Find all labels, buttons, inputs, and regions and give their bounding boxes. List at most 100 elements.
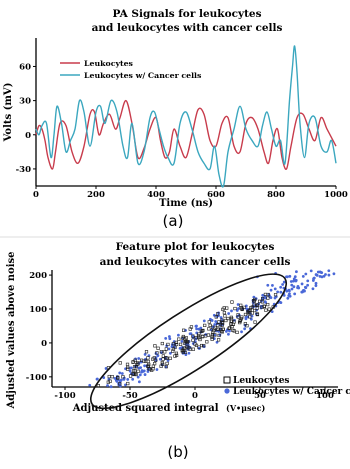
scatter-point-leukocyte	[229, 322, 233, 326]
scatter-point-leukocyte	[221, 321, 225, 325]
scatter-point-cancer	[295, 270, 298, 274]
scatter-point-leukocyte	[164, 365, 168, 369]
chart-a-x-ticks: 0 200 400 600 800 1000	[33, 186, 348, 200]
scatter-point-leukocyte	[175, 342, 179, 347]
scatter-point-cancer	[314, 273, 318, 276]
scatter-point-leukocyte	[184, 336, 188, 340]
scatter-point-cancer	[332, 272, 336, 276]
scatter-point-leukocyte	[161, 357, 165, 361]
scatter-point-cancer	[314, 284, 318, 288]
scatter-point-leukocyte	[173, 354, 177, 358]
chart-b-confidence-ellipse	[89, 273, 288, 410]
scatter-point-leukocyte	[223, 314, 227, 318]
scatter-point-cancer	[286, 296, 290, 300]
scatter-point-leukocyte	[191, 347, 195, 351]
scatter-point-cancer	[95, 377, 99, 381]
scatter-point-cancer	[244, 304, 248, 308]
scatter-point-cancer	[300, 282, 304, 286]
scatter-point-leukocyte	[214, 315, 218, 319]
scatter-point-cancer	[158, 357, 162, 361]
scatter-point-cancer	[327, 269, 331, 273]
scatter-point-cancer	[279, 290, 283, 294]
scatter-point-cancer	[137, 380, 141, 384]
scatter-point-leukocyte	[255, 312, 259, 316]
scatter-point-leukocyte	[215, 327, 219, 332]
chart-b-y-tick-label: 100	[29, 305, 47, 315]
scatter-point-cancer	[208, 317, 212, 321]
chart-a-y-tick-label: -30	[16, 165, 31, 175]
scatter-point-cancer	[236, 303, 240, 306]
chart-b-y-tick-label: -100	[26, 373, 47, 383]
scatter-point-cancer	[290, 287, 294, 291]
scatter-point-cancer	[104, 367, 108, 370]
chart-a-title-line1: PA Signals for leukocytes	[112, 8, 261, 20]
scatter-point-cancer	[311, 279, 315, 282]
scatter-point-leukocyte	[171, 349, 175, 353]
scatter-point-leukocyte	[197, 345, 201, 349]
scatter-point-cancer	[156, 354, 160, 358]
scatter-point-leukocyte	[233, 306, 237, 311]
scatter-point-leukocyte	[262, 304, 266, 309]
scatter-point-leukocyte	[203, 323, 207, 328]
scatter-point-cancer	[276, 290, 280, 294]
scatter-point-leukocyte	[146, 359, 150, 364]
scatter-point-leukocyte	[126, 381, 130, 386]
scatter-point-leukocyte	[134, 372, 138, 377]
scatter-point-leukocyte	[133, 369, 137, 373]
scatter-point-cancer	[189, 332, 193, 336]
chart-b-x-tick-label: 100	[316, 391, 334, 401]
scatter-point-leukocyte	[191, 338, 195, 342]
panel-b-label: (b)	[167, 443, 188, 461]
scatter-point-leukocyte	[199, 329, 203, 333]
chart-b-x-tick-label: -100	[54, 391, 75, 401]
scatter-point-cancer	[180, 339, 184, 343]
legend-b-cancer-swatch	[224, 388, 230, 394]
scatter-point-leukocyte	[128, 374, 133, 378]
chart-b-x-label-unit: (V•μsec)	[226, 403, 265, 413]
scatter-point-cancer	[126, 378, 130, 381]
scatter-point-cancer	[128, 366, 132, 370]
scatter-point-leukocyte	[171, 342, 176, 346]
scatter-point-leukocyte	[159, 350, 164, 354]
scatter-point-cancer	[191, 334, 195, 338]
scatter-point-cancer	[292, 285, 296, 289]
scatter-point-leukocyte	[203, 334, 208, 338]
legend-b-cancer-label: Leukocytes w/ Cancer cells	[233, 387, 350, 397]
chart-a-x-tick-label: 200	[87, 190, 105, 200]
scatter-point-leukocyte	[188, 327, 192, 331]
scatter-point-leukocyte	[216, 338, 221, 342]
scatter-point-leukocyte	[206, 333, 211, 337]
scatter-point-leukocyte	[161, 354, 165, 358]
scatter-point-cancer	[285, 289, 289, 293]
scatter-point-leukocyte	[107, 374, 111, 379]
chart-b-legend: Leukocytes Leukocytes w/ Cancer cells	[223, 376, 350, 397]
scatter-point-leukocyte	[126, 365, 130, 369]
scatter-point-leukocyte	[121, 375, 125, 379]
scatter-point-cancer	[273, 296, 277, 300]
scatter-point-cancer	[240, 330, 243, 334]
chart-a-y-tick-label: 30	[19, 97, 31, 107]
scatter-point-leukocyte	[230, 300, 234, 304]
scatter-point-leukocyte	[144, 350, 149, 354]
scatter-point-cancer	[214, 320, 218, 323]
chart-b-x-label: Adjusted squared integral (V•μsec)	[72, 403, 266, 414]
chart-b-x-tick-label: 0	[192, 391, 198, 401]
scatter-point-leukocyte	[146, 356, 150, 360]
scatter-point-cancer	[279, 285, 283, 289]
scatter-point-leukocyte	[266, 302, 270, 307]
scatter-point-cancer	[106, 384, 109, 387]
scatter-point-cancer	[120, 372, 124, 375]
chart-b: Feature plot for leukocytes and leukocyt…	[6, 241, 350, 461]
chart-b-points	[88, 269, 336, 389]
chart-a-x-label: Time (ns)	[159, 198, 213, 209]
scatter-point-cancer	[261, 296, 265, 300]
scatter-point-cancer	[164, 336, 168, 340]
scatter-point-cancer	[297, 286, 301, 290]
scatter-point-cancer	[168, 337, 172, 341]
scatter-point-cancer	[136, 375, 140, 379]
scatter-point-leukocyte	[260, 300, 265, 304]
scatter-point-cancer	[309, 269, 313, 273]
legend-b-leukocytes-label: Leukocytes	[233, 376, 290, 386]
scatter-point-leukocyte	[253, 320, 257, 324]
